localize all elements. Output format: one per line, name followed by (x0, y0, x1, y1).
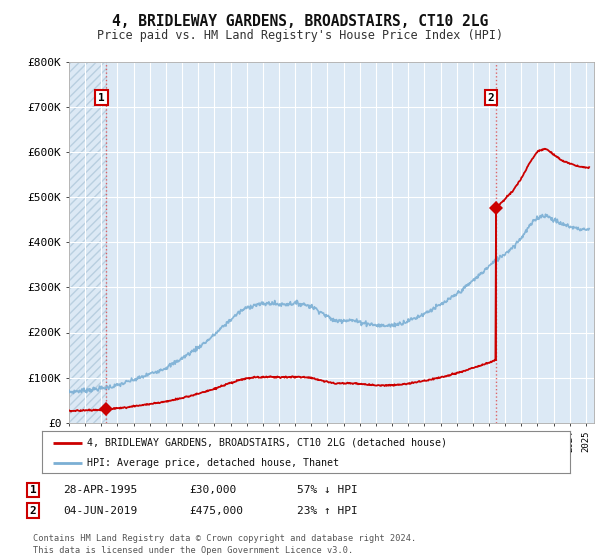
Text: £475,000: £475,000 (189, 506, 243, 516)
Text: 4, BRIDLEWAY GARDENS, BROADSTAIRS, CT10 2LG: 4, BRIDLEWAY GARDENS, BROADSTAIRS, CT10 … (112, 14, 488, 29)
Text: 28-APR-1995: 28-APR-1995 (63, 485, 137, 495)
Text: 4, BRIDLEWAY GARDENS, BROADSTAIRS, CT10 2LG (detached house): 4, BRIDLEWAY GARDENS, BROADSTAIRS, CT10 … (87, 438, 447, 448)
Text: HPI: Average price, detached house, Thanet: HPI: Average price, detached house, Than… (87, 458, 339, 468)
Text: 57% ↓ HPI: 57% ↓ HPI (297, 485, 358, 495)
Text: 23% ↑ HPI: 23% ↑ HPI (297, 506, 358, 516)
Text: 1: 1 (98, 93, 105, 102)
Text: 04-JUN-2019: 04-JUN-2019 (63, 506, 137, 516)
Text: 2: 2 (29, 506, 37, 516)
Text: 1: 1 (29, 485, 37, 495)
Text: 2: 2 (487, 93, 494, 102)
Text: Contains HM Land Registry data © Crown copyright and database right 2024.
This d: Contains HM Land Registry data © Crown c… (33, 534, 416, 555)
Text: £30,000: £30,000 (189, 485, 236, 495)
Text: Price paid vs. HM Land Registry's House Price Index (HPI): Price paid vs. HM Land Registry's House … (97, 29, 503, 43)
